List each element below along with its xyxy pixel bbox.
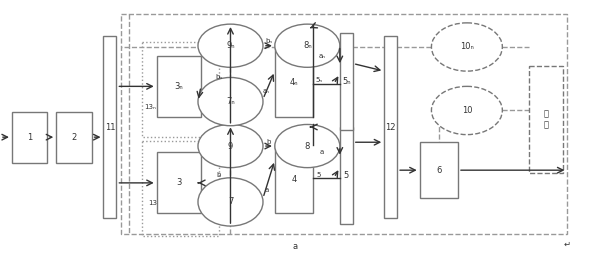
Bar	[275, 145, 313, 213]
Bar	[275, 48, 313, 117]
Ellipse shape	[275, 24, 340, 67]
Bar	[420, 142, 458, 198]
Text: 9: 9	[228, 141, 233, 151]
Text: 9ₙ: 9ₙ	[226, 41, 235, 50]
Text: 8ₙ: 8ₙ	[303, 41, 311, 50]
Bar	[529, 66, 563, 173]
Text: 13: 13	[148, 200, 157, 206]
Text: 5: 5	[344, 171, 349, 180]
Text: aₙ: aₙ	[262, 88, 269, 94]
Ellipse shape	[198, 77, 263, 126]
Ellipse shape	[431, 23, 502, 71]
Bar	[121, 14, 567, 234]
Text: 10ₙ: 10ₙ	[460, 42, 474, 52]
Text: 7ₙ: 7ₙ	[226, 97, 235, 106]
Text: 3: 3	[176, 178, 181, 187]
Bar	[142, 141, 219, 236]
Text: 3ₙ: 3ₙ	[174, 82, 183, 91]
Bar	[157, 152, 201, 213]
Bar	[340, 127, 353, 224]
Text: 12: 12	[385, 122, 396, 132]
Text: a: a	[293, 242, 298, 251]
Bar	[340, 33, 353, 130]
Text: 电
源: 电 源	[544, 110, 548, 129]
Bar	[384, 36, 397, 218]
Ellipse shape	[198, 178, 263, 226]
Text: 13ₙ: 13ₙ	[144, 104, 156, 110]
Ellipse shape	[198, 24, 263, 67]
Text: 11: 11	[105, 122, 115, 132]
Text: 8: 8	[304, 141, 310, 151]
Text: a: a	[320, 149, 324, 155]
Text: 5: 5	[317, 172, 322, 178]
Ellipse shape	[198, 124, 263, 168]
Ellipse shape	[275, 124, 340, 168]
Text: 10: 10	[462, 106, 472, 115]
Bar	[56, 112, 92, 163]
Text: 4: 4	[291, 174, 297, 184]
Bar	[157, 56, 201, 117]
Text: 6: 6	[436, 166, 441, 175]
Text: bₙ: bₙ	[265, 38, 272, 44]
Text: 5ₙ: 5ₙ	[342, 77, 350, 86]
Text: a: a	[265, 187, 269, 194]
Text: b: b	[267, 139, 271, 145]
Text: 4ₙ: 4ₙ	[290, 78, 298, 87]
Bar	[12, 112, 47, 163]
Text: 7: 7	[228, 197, 233, 207]
Text: ↵: ↵	[564, 239, 571, 248]
Text: 1: 1	[27, 133, 32, 142]
Text: aₙ: aₙ	[319, 53, 326, 59]
Text: b: b	[216, 172, 221, 178]
Text: 5ₙ: 5ₙ	[316, 77, 323, 83]
Text: bₙ: bₙ	[215, 74, 222, 81]
Ellipse shape	[431, 86, 502, 135]
Bar	[142, 42, 219, 137]
Bar	[103, 36, 116, 218]
Text: 2: 2	[72, 133, 76, 142]
